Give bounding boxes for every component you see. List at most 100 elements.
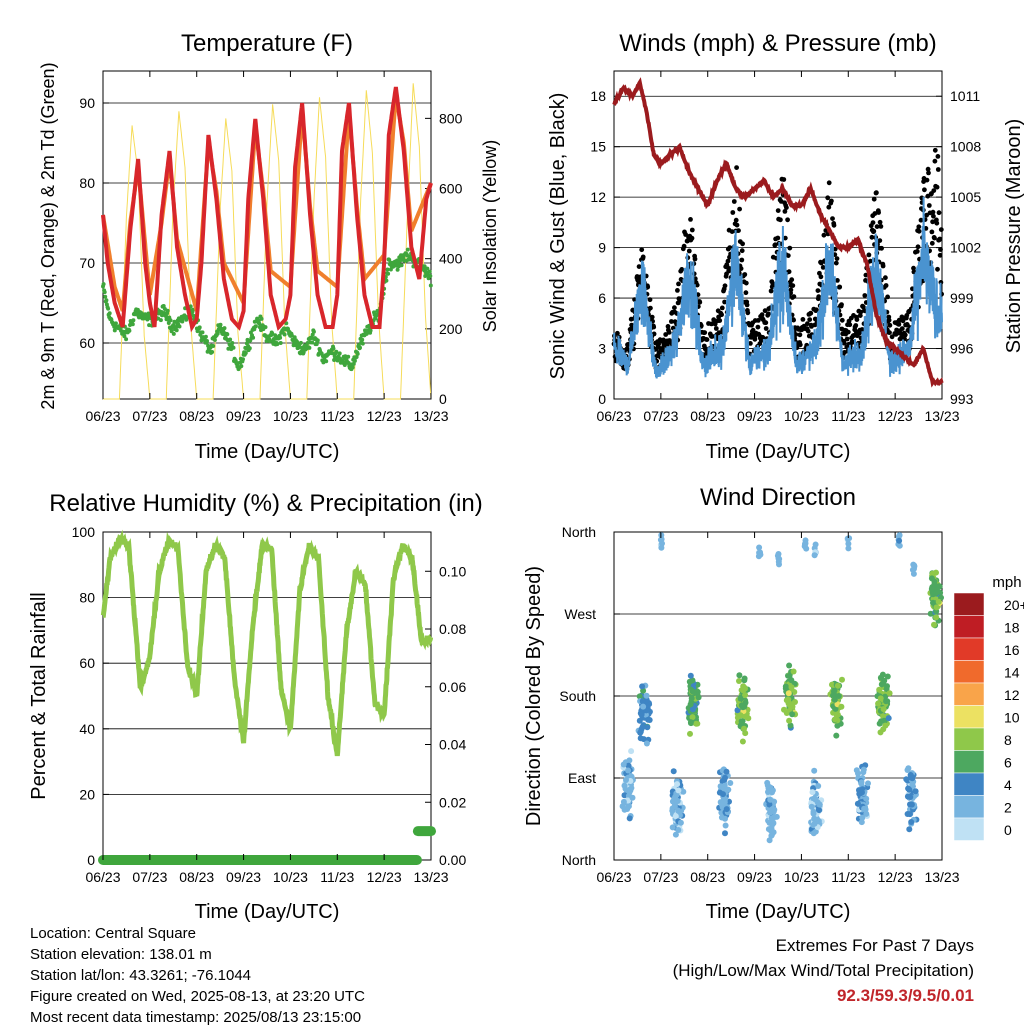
dewpoint-point	[351, 361, 356, 366]
y-tick-label: 70	[79, 255, 95, 271]
gust-point	[698, 323, 704, 329]
y-tick-label: 60	[79, 655, 95, 671]
direction-point	[671, 803, 678, 810]
direction-point	[659, 540, 665, 547]
legend-label: 8	[1004, 732, 1012, 748]
direction-point	[671, 795, 678, 802]
legend-label: 12	[1004, 687, 1020, 703]
dewpoint-point	[168, 318, 173, 323]
gust-point	[902, 332, 908, 338]
gust-point	[672, 305, 677, 311]
direction-point	[903, 776, 910, 783]
gust-point	[918, 217, 924, 223]
direction-point	[933, 569, 939, 576]
gust-point	[775, 208, 781, 214]
direction-tick-label: North	[562, 524, 596, 540]
legend-title: mph	[992, 574, 1021, 591]
direction-point	[768, 827, 775, 834]
direction-tick-label: North	[562, 852, 596, 868]
gust-point	[615, 330, 620, 336]
gust-point	[935, 167, 941, 172]
direction-point	[640, 699, 646, 705]
direction-point	[675, 787, 682, 794]
gust-point	[639, 247, 645, 253]
dewpoint-point	[205, 339, 209, 343]
x-tick-label: 07/23	[643, 869, 678, 885]
y-tick-label: 0	[87, 852, 95, 868]
dewpoint-point	[350, 365, 355, 370]
y2-tick-label: 1002	[950, 240, 981, 256]
dewpoint-point	[399, 263, 404, 268]
gust-point	[713, 326, 719, 331]
winds-title: Winds (mph) & Pressure (mb)	[619, 30, 936, 57]
gust-point	[763, 320, 769, 326]
direction-point	[816, 807, 823, 814]
direction-point	[720, 791, 726, 798]
gust-point	[692, 256, 698, 262]
direction-point	[854, 800, 861, 807]
gust-point	[883, 275, 888, 281]
direction-point	[628, 748, 635, 755]
gust-point	[688, 217, 693, 222]
direction-point	[935, 598, 942, 605]
gust-point	[636, 264, 642, 269]
gust-point	[830, 216, 835, 222]
humidity-title: Relative Humidity (%) & Precipitation (i…	[49, 490, 482, 517]
gust-point	[760, 335, 766, 340]
legend-label: 10	[1004, 710, 1020, 726]
gust-point	[934, 220, 940, 226]
extremes-block: Extremes For Past 7 Days (High/Low/Max W…	[673, 933, 974, 1008]
x-tick-label: 08/23	[179, 408, 214, 424]
dewpoint-point	[395, 267, 400, 272]
y-tick-label: 9	[598, 240, 606, 256]
temperature-ylabel: 2m & 9m T (Red, Orange) & 2m Td (Green)	[38, 62, 58, 409]
direction-point	[621, 782, 628, 789]
gust-point	[681, 243, 687, 249]
direction-point	[792, 699, 798, 705]
direction-point	[863, 810, 870, 817]
dewpoint-point	[346, 361, 351, 365]
direction-point	[788, 684, 795, 691]
gust-point	[669, 319, 674, 324]
y2-tick-label: 1005	[950, 189, 981, 205]
gust-point	[938, 247, 943, 252]
direction-point	[845, 536, 851, 542]
direction-point	[931, 621, 937, 628]
direction-point	[625, 767, 632, 774]
gust-point	[886, 317, 892, 323]
legend-label: 20+	[1004, 597, 1024, 613]
gust-point	[778, 217, 783, 223]
gust-point	[788, 287, 794, 293]
gust-point	[869, 234, 875, 240]
y-tick-label: 18	[590, 88, 606, 104]
gust-point	[785, 217, 790, 223]
y-tick-label: 0	[598, 391, 606, 407]
y-tick-label: 12	[590, 189, 606, 205]
x-tick-label: 11/23	[831, 408, 865, 424]
direction-point	[775, 555, 782, 562]
y2-tick-label: 1011	[950, 88, 980, 104]
y2-tick-label: 993	[950, 391, 974, 407]
direction-point	[812, 541, 819, 548]
direction-point	[686, 678, 693, 685]
dewpoint-point	[405, 247, 410, 252]
gust-point	[689, 235, 695, 241]
gust-point	[805, 321, 810, 327]
direction-point	[623, 777, 629, 783]
dewpoint-point	[373, 316, 378, 321]
x-tick-label: 10/23	[784, 408, 819, 424]
legend-swatch	[953, 705, 985, 729]
gust-point	[858, 309, 864, 315]
gust-point	[768, 288, 774, 294]
gust-point	[937, 252, 943, 258]
direction-point	[687, 701, 694, 708]
gust-point	[739, 257, 745, 263]
dewpoint-point	[228, 337, 233, 342]
direction-point	[861, 805, 868, 812]
gust-point	[762, 308, 768, 314]
gust-point	[786, 269, 792, 275]
direction-point	[769, 789, 775, 796]
dewpoint-point	[239, 364, 244, 369]
gust-point	[656, 341, 661, 347]
direction-point	[693, 720, 700, 727]
